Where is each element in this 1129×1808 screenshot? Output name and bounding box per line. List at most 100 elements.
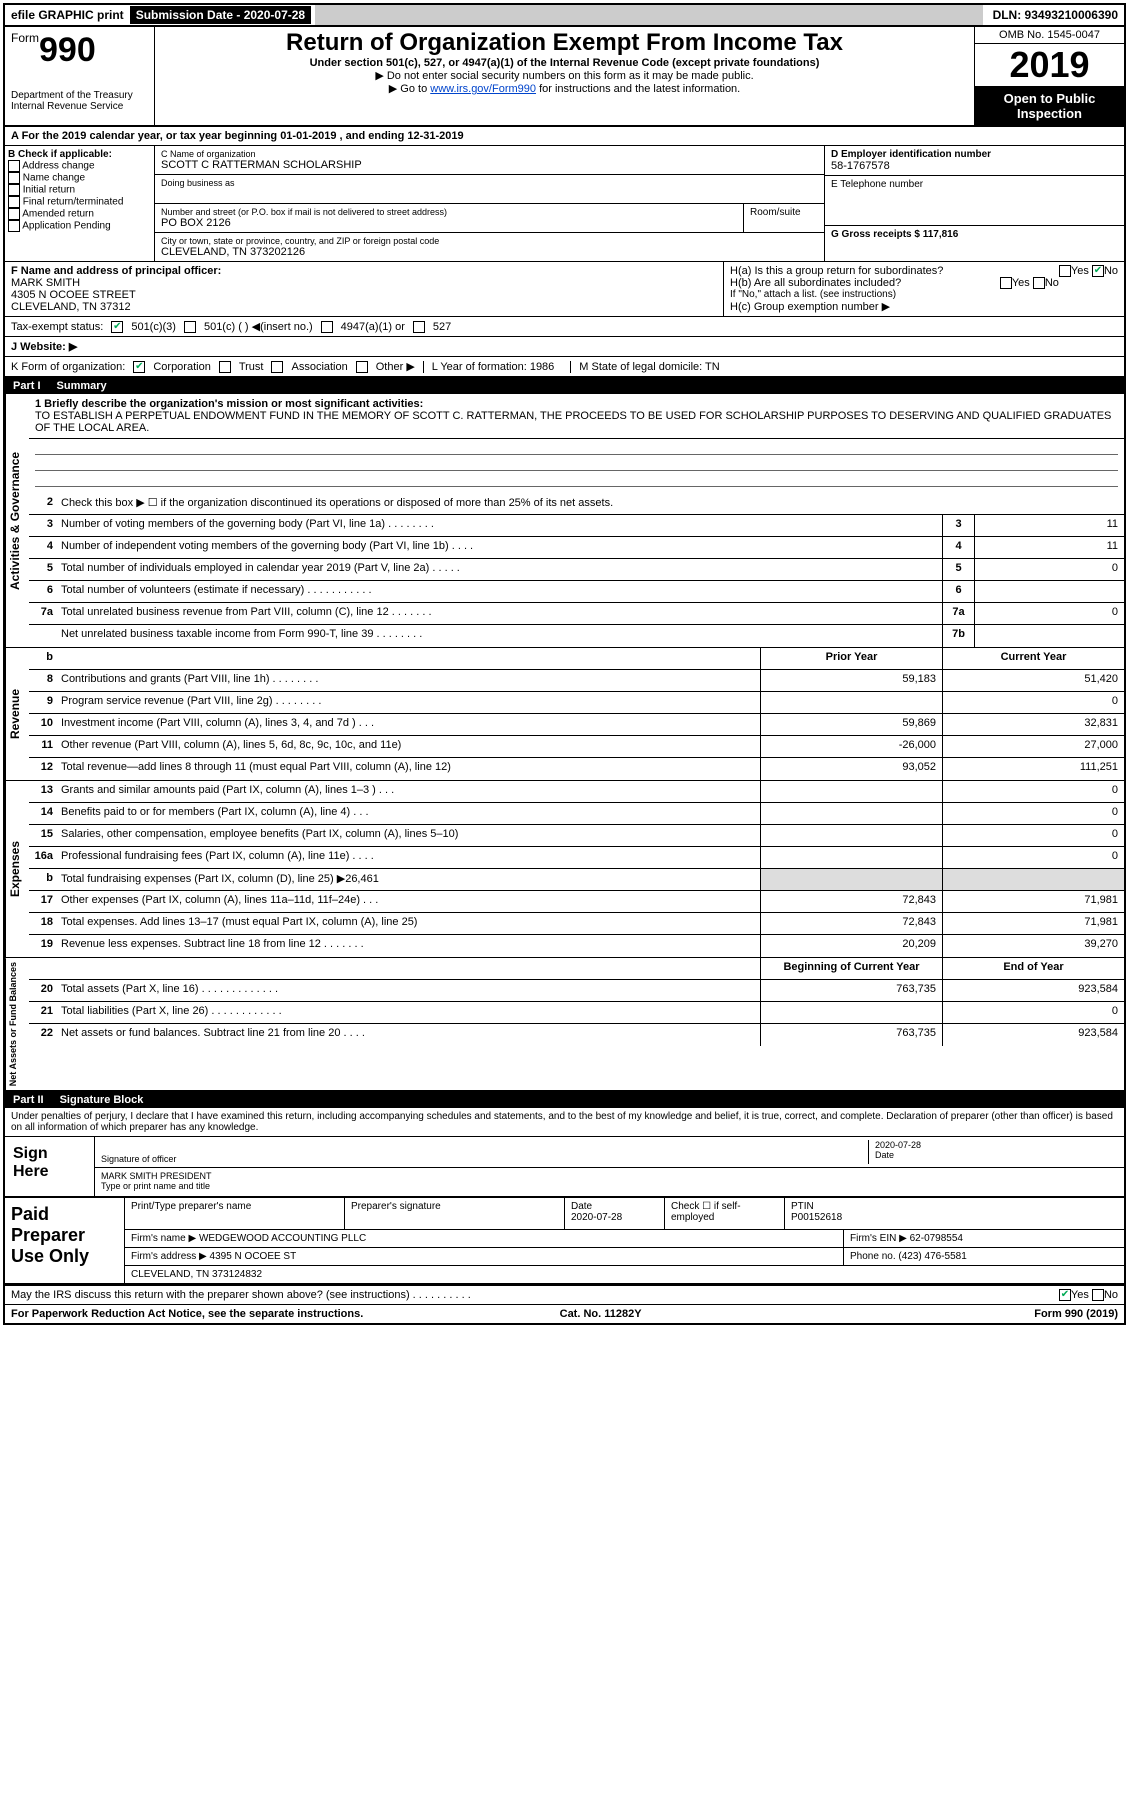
pycy-header: b Prior Year Current Year xyxy=(29,648,1124,670)
data-line: bTotal fundraising expenses (Part IX, co… xyxy=(29,869,1124,891)
cb-501c3[interactable] xyxy=(111,321,123,333)
submission-date: Submission Date - 2020-07-28 xyxy=(130,6,311,24)
firm-name: Firm's name ▶ WEDGEWOOD ACCOUNTING PLLC xyxy=(125,1230,844,1247)
gov-line: 2Check this box ▶ ☐ if the organization … xyxy=(29,493,1124,515)
officer-name: MARK SMITH xyxy=(11,277,717,289)
dba-block: Doing business as xyxy=(155,175,824,204)
cb-501c[interactable] xyxy=(184,321,196,333)
sign-here-label: Sign Here xyxy=(5,1137,95,1196)
gov-line: 6Total number of volunteers (estimate if… xyxy=(29,581,1124,603)
ha-line: H(a) Is this a group return for subordin… xyxy=(730,265,1118,277)
form-note2: ▶ Go to www.irs.gov/Form990 for instruct… xyxy=(161,82,968,95)
vstrip-governance: Activities & Governance xyxy=(5,394,29,647)
cb-amended[interactable]: Amended return xyxy=(8,208,151,220)
prep-self-emp[interactable]: Check ☐ if self-employed xyxy=(665,1198,785,1229)
mission-text: TO ESTABLISH A PERPETUAL ENDOWMENT FUND … xyxy=(35,410,1118,434)
phone-block: E Telephone number xyxy=(825,176,1124,226)
irs-label: Internal Revenue Service xyxy=(11,101,148,112)
paid-preparer-label: Paid Preparer Use Only xyxy=(5,1198,125,1283)
hb-note: If "No," attach a list. (see instruction… xyxy=(730,289,1118,300)
cb-address-change[interactable]: Address change xyxy=(8,160,151,172)
part1-header: Part I Summary xyxy=(5,378,1124,394)
vstrip-netassets: Net Assets or Fund Balances xyxy=(5,958,29,1090)
discuss-no[interactable] xyxy=(1092,1289,1104,1301)
data-line: 9Program service revenue (Part VIII, lin… xyxy=(29,692,1124,714)
form-subtitle: Under section 501(c), 527, or 4947(a)(1)… xyxy=(161,57,968,69)
website-row: J Website: ▶ xyxy=(5,337,1124,357)
form990-link[interactable]: www.irs.gov/Form990 xyxy=(430,83,536,95)
gov-line: 5Total number of individuals employed in… xyxy=(29,559,1124,581)
part2-header: Part II Signature Block xyxy=(5,1092,1124,1108)
dept-treasury: Department of the Treasury xyxy=(11,90,148,101)
gov-line: 7aTotal unrelated business revenue from … xyxy=(29,603,1124,625)
page-footer: For Paperwork Reduction Act Notice, see … xyxy=(5,1304,1124,1323)
cb-4947[interactable] xyxy=(321,321,333,333)
officer-addr1: 4305 N OCOEE STREET xyxy=(11,289,717,301)
dln: DLN: 93493210006390 xyxy=(987,6,1124,24)
vstrip-expenses: Expenses xyxy=(5,781,29,957)
room-suite: Room/suite xyxy=(744,204,824,232)
col-b-checkboxes: B Check if applicable: Address change Na… xyxy=(5,146,155,261)
row-a: A For the 2019 calendar year, or tax yea… xyxy=(5,127,1124,146)
prep-name[interactable]: Print/Type preparer's name xyxy=(125,1198,345,1229)
data-line: 15Salaries, other compensation, employee… xyxy=(29,825,1124,847)
k-form-row: K Form of organization: Corporation Trus… xyxy=(5,357,1124,378)
ptin: PTINP00152618 xyxy=(785,1198,1124,1229)
omb-number: OMB No. 1545-0047 xyxy=(975,27,1124,44)
data-line: 12Total revenue—add lines 8 through 11 (… xyxy=(29,758,1124,780)
form-header: Form990 Department of the Treasury Inter… xyxy=(5,27,1124,127)
mission-block: 1 Briefly describe the organization's mi… xyxy=(29,394,1124,439)
ein-value: 58-1767578 xyxy=(831,160,1118,172)
city-block: City or town, state or province, country… xyxy=(155,233,824,261)
vstrip-revenue: Revenue xyxy=(5,648,29,780)
discuss-row: May the IRS discuss this return with the… xyxy=(5,1285,1124,1304)
cb-trust[interactable] xyxy=(219,361,231,373)
data-line: 21Total liabilities (Part X, line 26) . … xyxy=(29,1002,1124,1024)
data-line: 14Benefits paid to or for members (Part … xyxy=(29,803,1124,825)
tax-year: 2019 xyxy=(975,44,1124,87)
data-line: 8Contributions and grants (Part VIII, li… xyxy=(29,670,1124,692)
row-b-main: B Check if applicable: Address change Na… xyxy=(5,146,1124,262)
org-name: SCOTT C RATTERMAN SCHOLARSHIP xyxy=(161,159,818,171)
cb-527[interactable] xyxy=(413,321,425,333)
street-address: PO BOX 2126 xyxy=(161,217,737,229)
form-title: Return of Organization Exempt From Incom… xyxy=(161,29,968,57)
row-fh: F Name and address of principal officer:… xyxy=(5,262,1124,317)
hb-line: H(b) Are all subordinates included? Yes … xyxy=(730,277,1118,289)
hc-line: H(c) Group exemption number ▶ xyxy=(730,300,1118,313)
cb-initial-return[interactable]: Initial return xyxy=(8,184,151,196)
city-state-zip: CLEVELAND, TN 373202126 xyxy=(161,246,818,258)
discuss-yes[interactable] xyxy=(1059,1289,1071,1301)
data-line: 18Total expenses. Add lines 13–17 (must … xyxy=(29,913,1124,935)
sig-date: 2020-07-28 Date xyxy=(868,1140,1118,1164)
data-line: 11Other revenue (Part VIII, column (A), … xyxy=(29,736,1124,758)
cb-assoc[interactable] xyxy=(271,361,283,373)
gross-receipts: G Gross receipts $ 117,816 xyxy=(825,226,1124,243)
data-line: 13Grants and similar amounts paid (Part … xyxy=(29,781,1124,803)
firm-addr2: CLEVELAND, TN 373124832 xyxy=(125,1266,1124,1283)
gov-line: Net unrelated business taxable income fr… xyxy=(29,625,1124,647)
data-line: 19Revenue less expenses. Subtract line 1… xyxy=(29,935,1124,957)
firm-phone: Phone no. (423) 476-5581 xyxy=(844,1248,1124,1265)
ein-block: D Employer identification number 58-1767… xyxy=(825,146,1124,176)
cb-final-return[interactable]: Final return/terminated xyxy=(8,196,151,208)
firm-addr: Firm's address ▶ 4395 N OCOEE ST xyxy=(125,1248,844,1265)
na-header: Beginning of Current Year End of Year xyxy=(29,958,1124,980)
cb-pending[interactable]: Application Pending xyxy=(8,220,151,232)
form-note1: ▶ Do not enter social security numbers o… xyxy=(161,69,968,82)
data-line: 10Investment income (Part VIII, column (… xyxy=(29,714,1124,736)
cb-name-change[interactable]: Name change xyxy=(8,172,151,184)
cb-other[interactable] xyxy=(356,361,368,373)
sig-intro: Under penalties of perjury, I declare th… xyxy=(5,1108,1124,1136)
prep-sig[interactable]: Preparer's signature xyxy=(345,1198,565,1229)
cb-corp[interactable] xyxy=(133,361,145,373)
gov-line: 3Number of voting members of the governi… xyxy=(29,515,1124,537)
state-domicile: M State of legal domicile: TN xyxy=(570,361,727,373)
officer-sig[interactable]: Signature of officer xyxy=(101,1140,868,1164)
prep-date: Date2020-07-28 xyxy=(565,1198,665,1229)
gov-line: 4Number of independent voting members of… xyxy=(29,537,1124,559)
open-public: Open to Public Inspection xyxy=(975,87,1124,125)
topbar-spacer xyxy=(315,5,982,25)
form-number: Form990 xyxy=(11,31,148,70)
officer-printed: MARK SMITH PRESIDENT Type or print name … xyxy=(101,1171,1118,1193)
